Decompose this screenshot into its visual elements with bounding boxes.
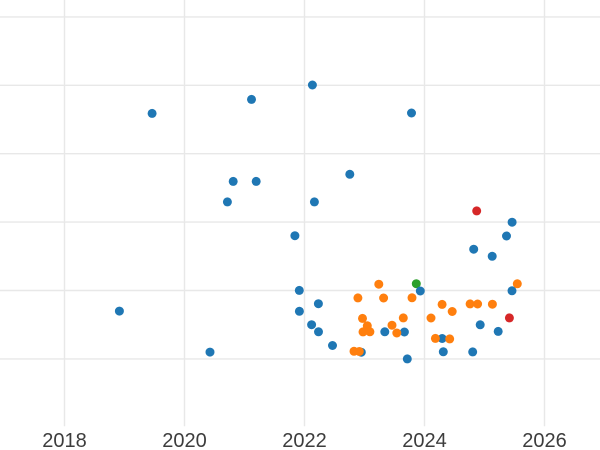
svg-text:2024: 2024 bbox=[402, 430, 447, 450]
svg-text:2026: 2026 bbox=[522, 430, 567, 450]
svg-text:2020: 2020 bbox=[162, 430, 207, 450]
svg-text:2018: 2018 bbox=[42, 430, 87, 450]
svg-text:2022: 2022 bbox=[282, 430, 327, 450]
